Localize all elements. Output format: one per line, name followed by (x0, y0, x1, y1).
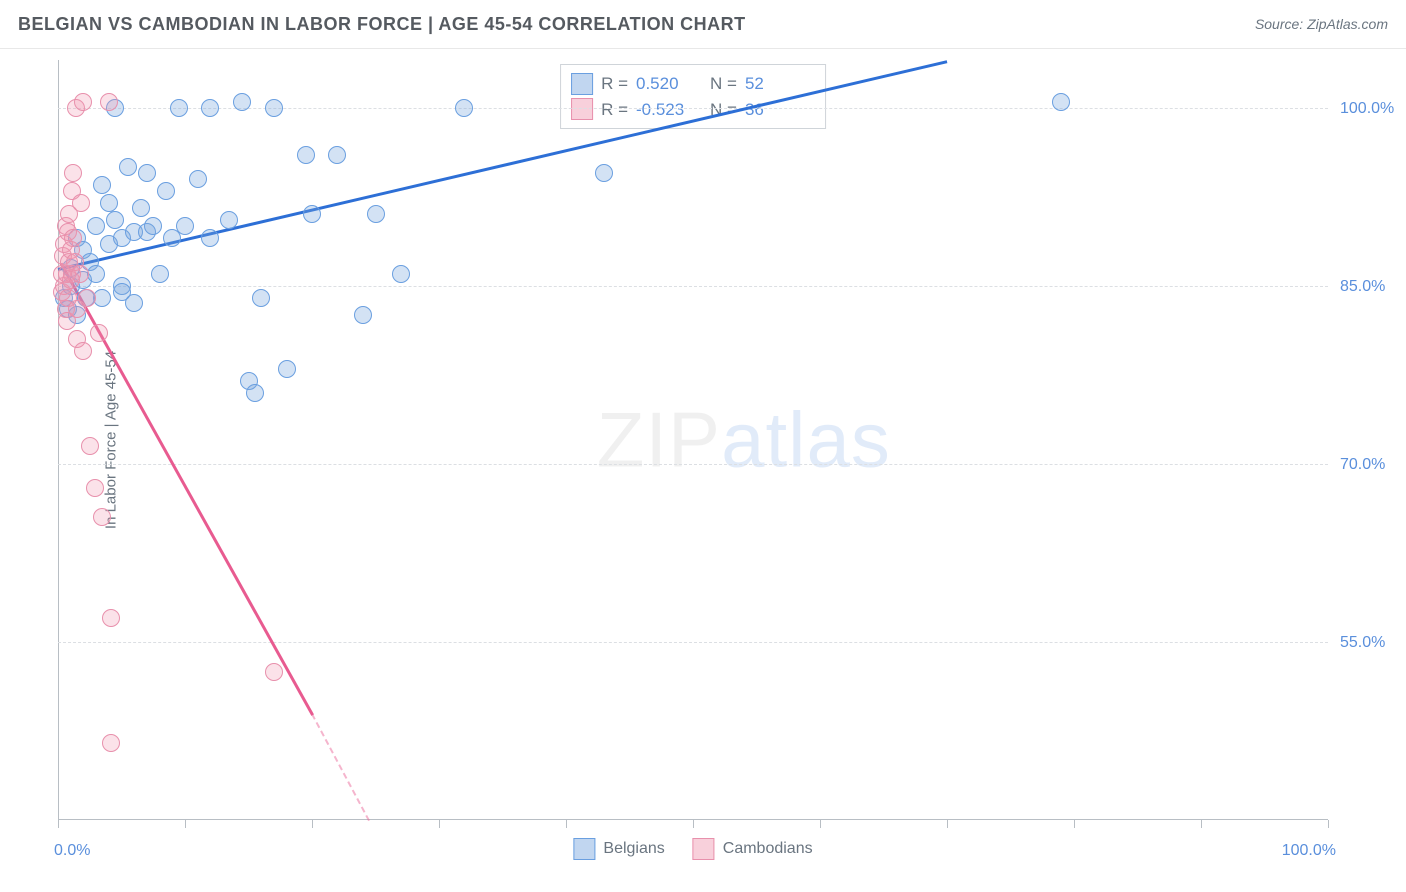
x-axis-min-label: 0.0% (54, 842, 90, 860)
r-value: -0.523 (636, 97, 702, 123)
stats-legend-row: R = 0.520 N = 52 (571, 71, 811, 97)
data-point (138, 164, 156, 182)
data-point (278, 360, 296, 378)
data-point (151, 265, 169, 283)
x-tick (312, 820, 313, 828)
data-point (176, 217, 194, 235)
data-point (102, 734, 120, 752)
y-tick-label: 55.0% (1340, 634, 1385, 652)
r-label: R = (601, 97, 628, 123)
data-point (328, 146, 346, 164)
n-value: 52 (745, 71, 811, 97)
x-tick (566, 820, 567, 828)
series-legend-label: Cambodians (723, 840, 813, 858)
watermark-part2: atlas (721, 396, 891, 484)
data-point (170, 99, 188, 117)
data-point (144, 217, 162, 235)
x-tick (185, 820, 186, 828)
n-label: N = (710, 71, 737, 97)
legend-swatch (571, 73, 593, 95)
data-point (189, 170, 207, 188)
data-point (1052, 93, 1070, 111)
x-tick (693, 820, 694, 828)
data-point (265, 663, 283, 681)
data-point (392, 265, 410, 283)
correlation-scatter-chart: In Labor Force | Age 45-54 ZIPatlas R = … (58, 60, 1328, 820)
data-point (78, 289, 96, 307)
gridline: 55.0% (58, 642, 1328, 643)
data-point (71, 265, 89, 283)
gridline: 85.0% (58, 286, 1328, 287)
data-point (125, 294, 143, 312)
y-axis-line (58, 60, 59, 820)
r-value: 0.520 (636, 71, 702, 97)
data-point (87, 265, 105, 283)
data-point (354, 306, 372, 324)
series-legend: Belgians Cambodians (573, 838, 812, 860)
data-point (74, 93, 92, 111)
trend-line (311, 714, 370, 822)
data-point (86, 479, 104, 497)
data-point (252, 289, 270, 307)
data-point (595, 164, 613, 182)
data-point (93, 176, 111, 194)
data-point (119, 158, 137, 176)
series-legend-item: Belgians (573, 838, 664, 860)
data-point (201, 99, 219, 117)
data-point (303, 205, 321, 223)
data-point (455, 99, 473, 117)
data-point (100, 93, 118, 111)
data-point (81, 437, 99, 455)
trend-line (58, 60, 948, 271)
x-tick (1328, 820, 1329, 828)
x-tick (820, 820, 821, 828)
page-title: BELGIAN VS CAMBODIAN IN LABOR FORCE | AG… (18, 14, 746, 35)
x-tick (439, 820, 440, 828)
data-point (87, 217, 105, 235)
legend-swatch (571, 98, 593, 120)
y-axis-title: In Labor Force | Age 45-54 (103, 351, 120, 529)
watermark: ZIPatlas (597, 395, 891, 486)
data-point (74, 342, 92, 360)
r-label: R = (601, 71, 628, 97)
data-point (72, 194, 90, 212)
data-point (106, 211, 124, 229)
source-attribution: Source: ZipAtlas.com (1255, 16, 1388, 32)
data-point (233, 93, 251, 111)
y-tick-label: 100.0% (1340, 100, 1394, 118)
data-point (132, 199, 150, 217)
x-tick (947, 820, 948, 828)
watermark-part1: ZIP (597, 396, 721, 484)
x-axis-max-label: 100.0% (1282, 842, 1336, 860)
data-point (246, 384, 264, 402)
data-point (201, 229, 219, 247)
data-point (102, 609, 120, 627)
data-point (297, 146, 315, 164)
data-point (265, 99, 283, 117)
gridline: 70.0% (58, 464, 1328, 465)
series-legend-item: Cambodians (693, 838, 813, 860)
x-tick (1074, 820, 1075, 828)
data-point (64, 164, 82, 182)
x-tick (58, 820, 59, 828)
data-point (93, 289, 111, 307)
y-tick-label: 85.0% (1340, 278, 1385, 296)
data-point (157, 182, 175, 200)
legend-swatch (693, 838, 715, 860)
y-tick-label: 70.0% (1340, 456, 1385, 474)
data-point (100, 194, 118, 212)
series-legend-label: Belgians (603, 840, 664, 858)
x-tick (1201, 820, 1202, 828)
data-point (367, 205, 385, 223)
legend-swatch (573, 838, 595, 860)
data-point (90, 324, 108, 342)
